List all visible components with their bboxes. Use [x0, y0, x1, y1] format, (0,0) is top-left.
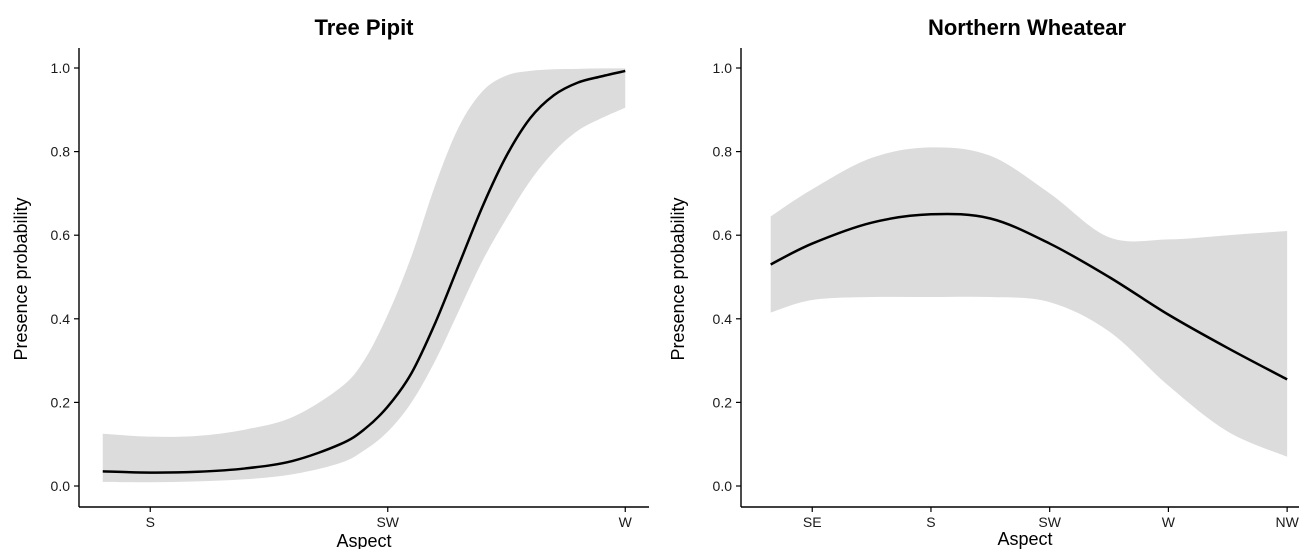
x-axis-label: Aspect — [997, 529, 1052, 549]
x-tick-label: W — [1162, 514, 1176, 530]
y-tick-label: 0.8 — [713, 144, 733, 160]
x-tick-label: SW — [376, 514, 399, 530]
confidence-ribbon — [770, 147, 1288, 457]
ribbon-layer — [770, 147, 1288, 457]
y-tick-label: 0.6 — [713, 227, 733, 243]
y-tick-label: 0.8 — [51, 144, 71, 160]
axes-layer: 0.0 0.2 0.4 0.6 0.8 1.0 SE S SW W NW — [713, 48, 1300, 530]
x-tick-label: W — [619, 514, 633, 530]
x-tick-label: SW — [1038, 514, 1061, 530]
panel-title: Northern Wheatear — [928, 15, 1126, 40]
y-axis-label: Presence probability — [668, 197, 688, 360]
y-axis-label: Presence probability — [11, 197, 31, 360]
line-layer — [770, 212, 1288, 381]
panel-tree-pipit: Tree Pipit Presence probability Aspect 0… — [11, 15, 649, 549]
y-tick-label: 0.4 — [51, 311, 71, 327]
y-tick-label: 0.6 — [51, 227, 71, 243]
y-tick-label: 0.0 — [713, 478, 733, 494]
fitted-line — [770, 212, 1288, 381]
y-tick-label: 0.2 — [51, 394, 71, 410]
x-tick-label: S — [926, 514, 935, 530]
x-tick-label: S — [146, 514, 155, 530]
x-tick-label: NW — [1275, 514, 1299, 530]
line-layer — [102, 69, 626, 474]
ribbon-layer — [102, 68, 626, 483]
x-axis-label: Aspect — [336, 531, 391, 549]
panel-northern-wheatear: Northern Wheatear Presence probability A… — [668, 15, 1300, 549]
x-tick-label: SE — [803, 514, 822, 530]
y-tick-label: 0.0 — [51, 478, 71, 494]
y-tick-label: 1.0 — [51, 60, 71, 76]
fitted-line — [102, 69, 626, 474]
axes-layer: 0.0 0.2 0.4 0.6 0.8 1.0 S SW W — [51, 48, 649, 530]
confidence-ribbon — [102, 68, 626, 483]
panel-title: Tree Pipit — [314, 15, 414, 40]
y-tick-label: 1.0 — [713, 60, 733, 76]
y-tick-label: 0.4 — [713, 311, 733, 327]
y-tick-label: 0.2 — [713, 394, 733, 410]
